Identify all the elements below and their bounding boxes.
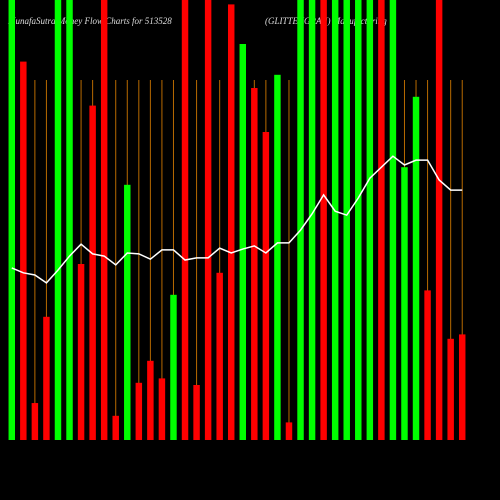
bar bbox=[54, 0, 62, 440]
bar bbox=[458, 334, 466, 440]
bar bbox=[227, 4, 235, 441]
bar bbox=[193, 385, 200, 440]
bar bbox=[239, 44, 247, 440]
bar bbox=[20, 61, 27, 440]
bar bbox=[320, 0, 327, 440]
bar bbox=[43, 316, 50, 440]
bar bbox=[366, 0, 374, 440]
bar bbox=[158, 378, 166, 440]
bar bbox=[447, 338, 454, 440]
bar bbox=[89, 105, 96, 440]
bar bbox=[31, 403, 39, 440]
bar bbox=[262, 132, 270, 440]
bar bbox=[124, 184, 131, 440]
bar bbox=[343, 0, 350, 440]
bar bbox=[112, 415, 119, 440]
bar bbox=[100, 0, 108, 440]
bar bbox=[435, 0, 443, 440]
bar bbox=[378, 0, 385, 440]
bar bbox=[297, 0, 304, 440]
bar bbox=[66, 0, 73, 440]
bar bbox=[251, 88, 258, 440]
bar bbox=[412, 96, 420, 441]
bar bbox=[401, 167, 408, 440]
bar bbox=[181, 0, 189, 440]
bar bbox=[355, 0, 362, 440]
bar bbox=[77, 264, 85, 440]
bar bbox=[8, 0, 16, 440]
bar bbox=[331, 0, 339, 440]
bar bbox=[285, 422, 293, 440]
bar bbox=[204, 0, 212, 440]
chart-title: MunafaSutra Money Flow Charts for 513528 bbox=[7, 16, 172, 26]
bar bbox=[389, 0, 397, 440]
bar bbox=[424, 290, 431, 440]
bar bbox=[170, 294, 177, 440]
bar bbox=[147, 360, 154, 440]
money-flow-line bbox=[11, 155, 463, 284]
bar bbox=[274, 74, 281, 441]
bar bbox=[308, 0, 316, 440]
bar bbox=[135, 382, 143, 440]
bar bbox=[216, 272, 223, 440]
